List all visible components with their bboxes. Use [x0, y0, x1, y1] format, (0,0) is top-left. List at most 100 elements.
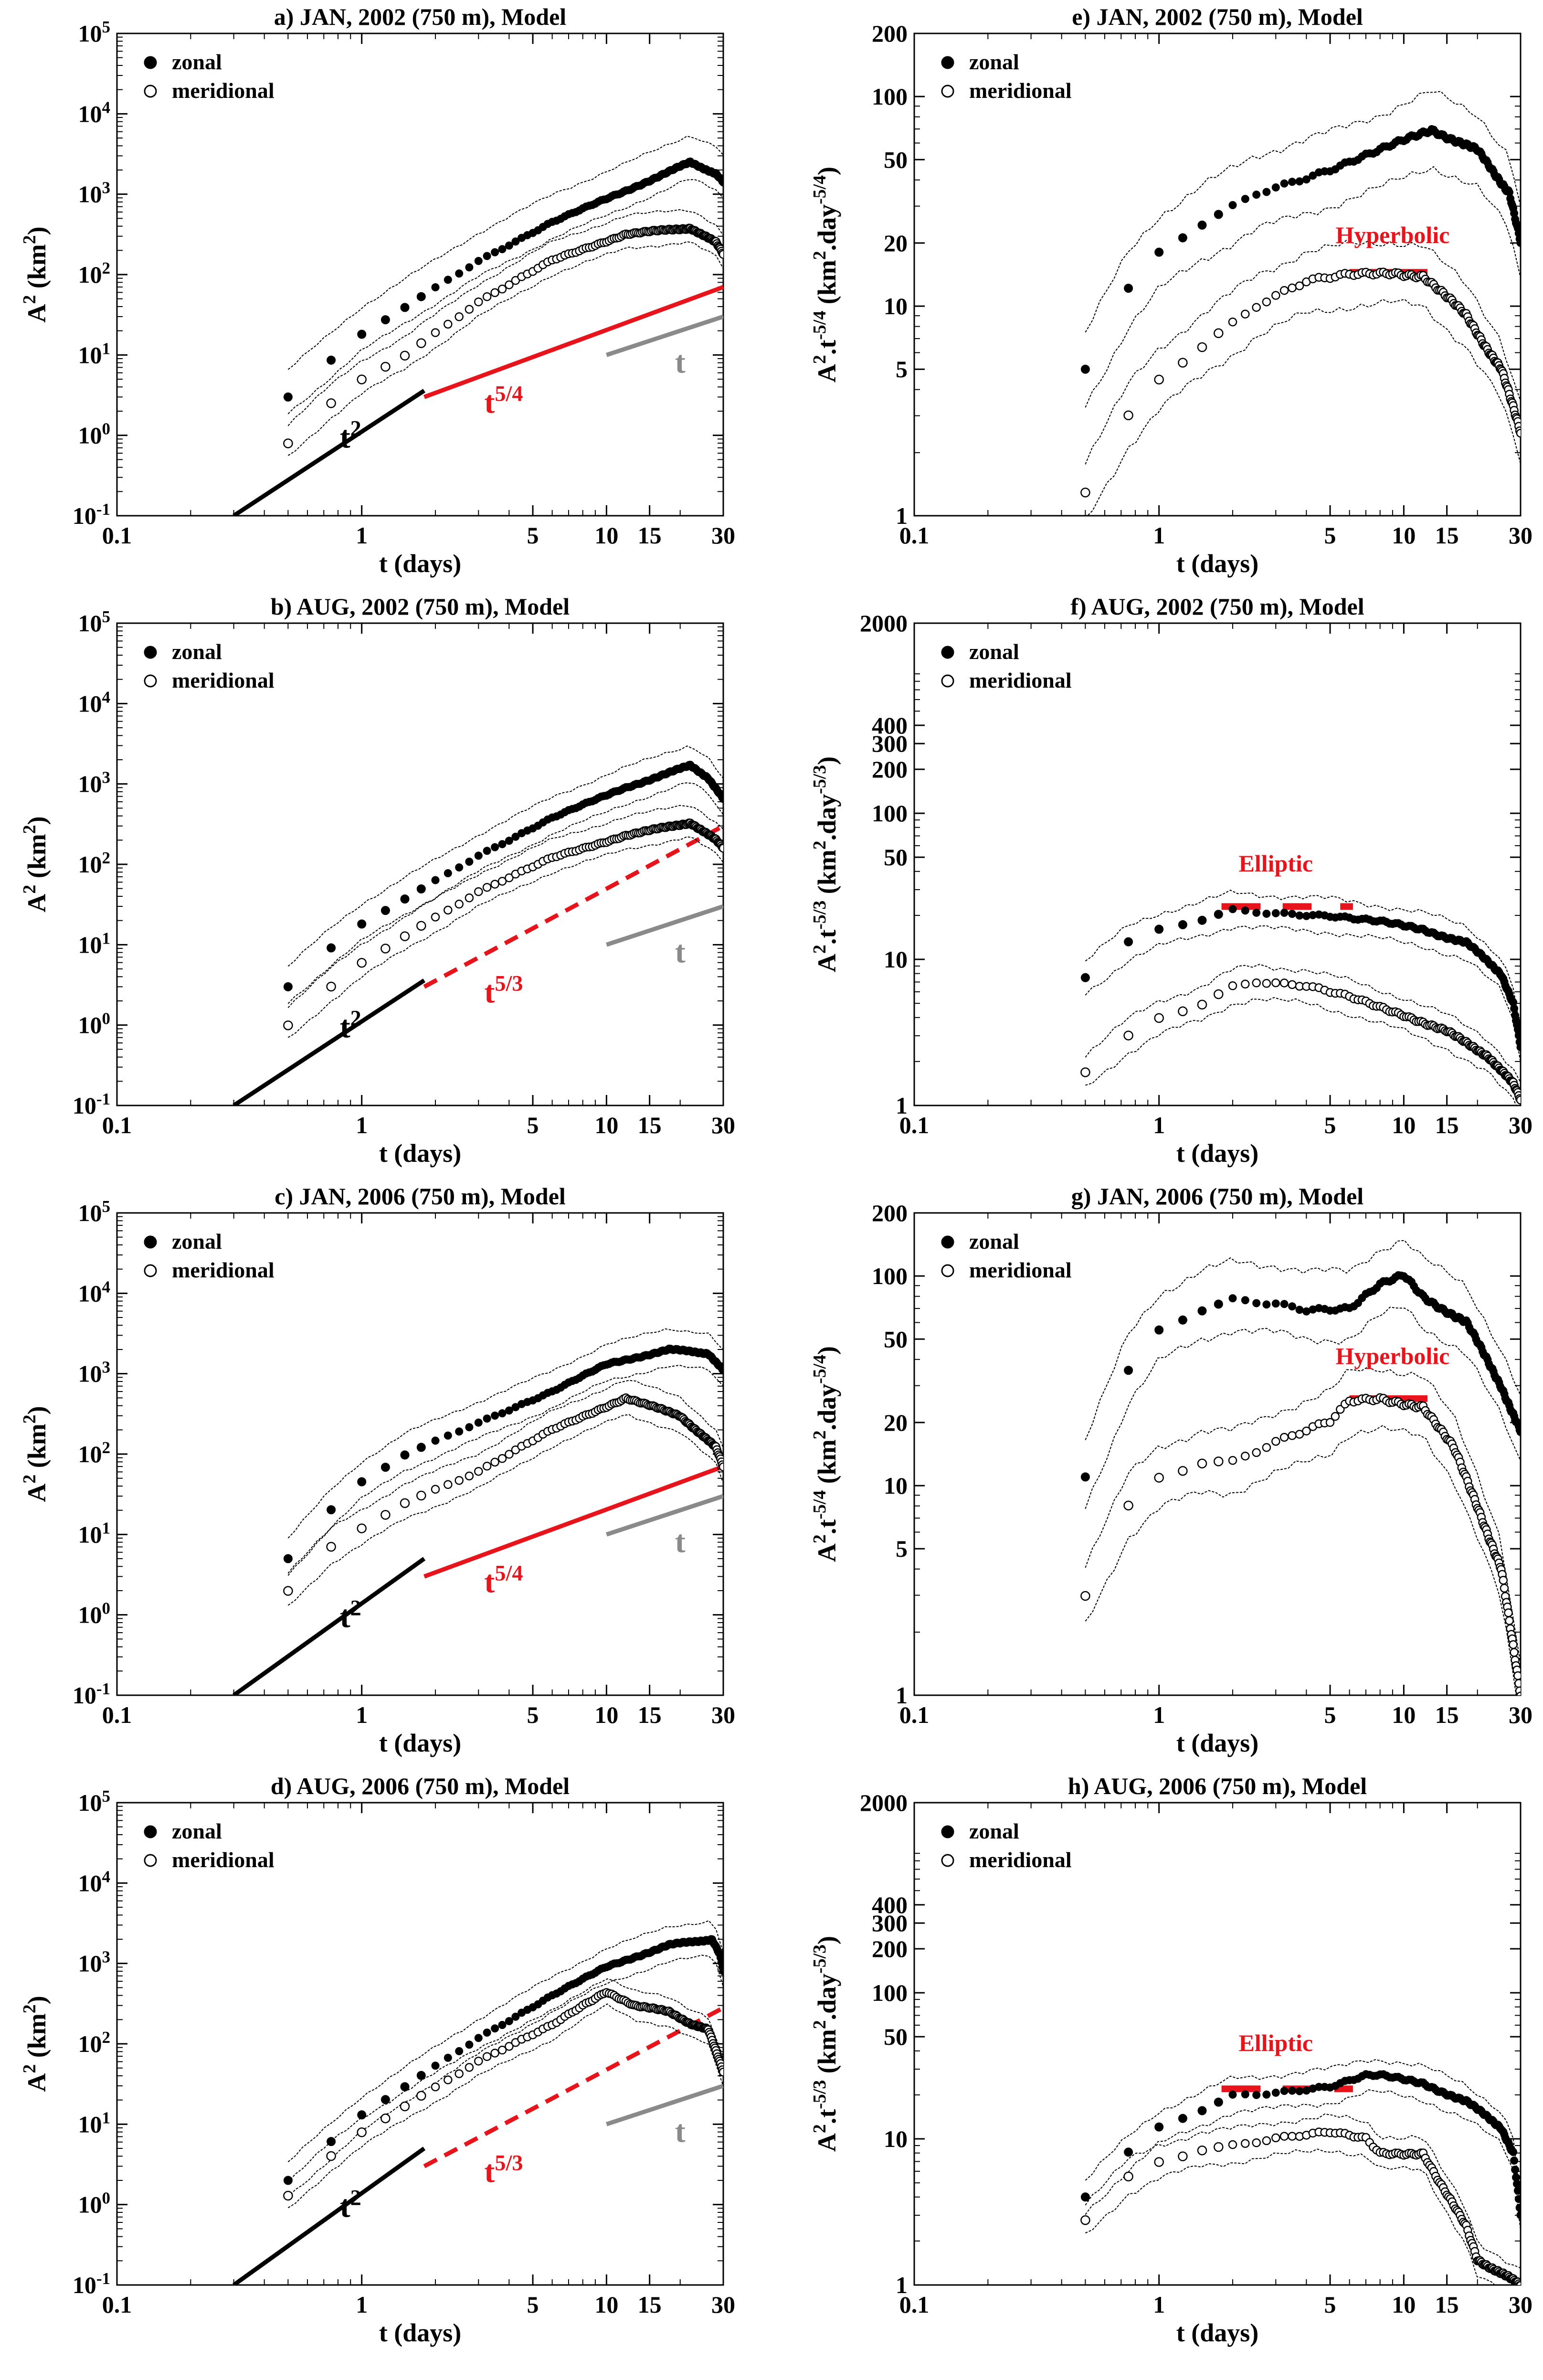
series-zonal-band	[287, 1955, 723, 2198]
x-tick-label: 1	[356, 1701, 368, 1728]
legend-label-meridional: meridional	[172, 78, 275, 103]
series-meridional-band	[287, 209, 723, 426]
data-point-zonal	[455, 269, 464, 278]
x-tick-label: 5	[527, 2291, 539, 2318]
x-tick-label: 30	[711, 522, 735, 549]
x-tick-label: 15	[1435, 2291, 1459, 2318]
data-point-zonal	[1178, 1315, 1187, 1325]
data-point-zonal	[1178, 920, 1187, 929]
data-point-meridional	[1499, 1575, 1508, 1585]
y-tick-label: 5	[896, 1535, 908, 1562]
y-tick-label: 5	[896, 356, 908, 382]
data-point-meridional	[1262, 979, 1271, 988]
panel-h-title: h) AUG, 2006 (750 m), Model	[1068, 1773, 1367, 1799]
series-zonal-band	[1085, 91, 1521, 333]
y-tick-label: 100	[872, 83, 908, 110]
data-point-zonal	[1511, 2166, 1520, 2174]
power-law-line	[232, 2146, 426, 2285]
y-tick-label: 2000	[860, 610, 908, 637]
series-meridional-band	[1087, 298, 1521, 516]
y-tick-label: 101	[78, 929, 111, 958]
y-tick-label: 100	[872, 1263, 908, 1289]
legend-marker-zonal	[941, 56, 954, 69]
data-point-zonal	[1197, 220, 1207, 230]
data-point-meridional	[1178, 2151, 1188, 2161]
data-point-meridional	[431, 2082, 440, 2092]
x-tick-label: 0.1	[102, 1112, 132, 1138]
legend-label-zonal: zonal	[969, 1819, 1019, 1843]
data-point-zonal	[474, 1418, 483, 1427]
data-point-zonal	[1154, 1325, 1164, 1335]
legend-marker-meridional	[941, 1264, 954, 1277]
data-point-zonal	[400, 894, 410, 904]
series-zonal-band	[1085, 1240, 1521, 1441]
data-point-meridional	[490, 880, 499, 889]
panel-h-xlabel: t (days)	[1176, 2318, 1259, 2347]
data-point-zonal	[498, 1409, 507, 1418]
x-tick-label: 10	[594, 1701, 618, 1728]
x-tick-label: 10	[594, 2291, 618, 2318]
data-point-meridional	[1178, 1006, 1188, 1017]
panel-d-frame	[116, 1802, 724, 2286]
panel-f-ylabel: A2.t-5/3 (km2.day-5/3)	[810, 756, 841, 972]
y-tick-label: 100	[78, 1599, 111, 1628]
y-tick-label: 102	[78, 849, 111, 878]
series-zonal	[283, 157, 723, 402]
data-point-meridional	[431, 328, 440, 337]
series-zonal-band	[287, 179, 723, 414]
series-zonal-band	[287, 1328, 723, 1539]
data-point-meridional	[1271, 2133, 1280, 2143]
data-point-zonal	[1295, 177, 1304, 186]
data-point-meridional	[1241, 979, 1250, 989]
power-law-label: t	[675, 345, 686, 380]
data-point-meridional	[1279, 1433, 1289, 1442]
y-tick-label: 103	[78, 768, 111, 797]
panel-b-ylabel: A2 (km2)	[20, 816, 51, 912]
data-point-zonal	[1271, 909, 1280, 917]
data-point-zonal	[1288, 178, 1297, 186]
data-point-meridional	[444, 2075, 453, 2084]
data-point-meridional	[1288, 2132, 1297, 2141]
series-meridional-band	[1085, 964, 1521, 1083]
series-zonal-band	[287, 135, 723, 370]
data-point-meridional	[1228, 317, 1237, 327]
data-point-zonal	[380, 1463, 390, 1472]
series-zonal	[1080, 2070, 1521, 2220]
data-point-meridional	[1509, 1640, 1518, 1649]
series-zonal	[283, 1935, 723, 2185]
data-point-zonal	[431, 876, 440, 884]
data-point-zonal	[465, 2040, 474, 2049]
data-point-zonal	[416, 2071, 426, 2080]
data-point-meridional	[465, 305, 474, 314]
data-point-meridional	[465, 1471, 474, 1481]
x-tick-label: 10	[1392, 2291, 1416, 2318]
data-point-zonal	[1228, 2090, 1237, 2099]
power-law-line	[605, 904, 723, 947]
legend-label-zonal: zonal	[969, 50, 1019, 74]
y-tick-label: 50	[884, 2023, 908, 2050]
panel-a-frame	[116, 32, 724, 517]
x-tick-label: 0.1	[102, 2291, 132, 2318]
data-point-zonal	[491, 843, 499, 851]
data-point-meridional	[490, 1457, 499, 1467]
data-point-meridional	[400, 2101, 410, 2112]
data-point-zonal	[1280, 2087, 1289, 2095]
data-point-meridional	[1279, 286, 1289, 295]
x-tick-label: 1	[356, 1112, 368, 1138]
x-tick-label: 15	[1435, 522, 1459, 549]
legend-label-meridional: meridional	[172, 1258, 275, 1282]
data-point-meridional	[1271, 1437, 1280, 1446]
data-point-meridional	[444, 905, 453, 915]
x-tick-label: 30	[1509, 1701, 1532, 1728]
data-point-meridional	[1214, 328, 1224, 339]
series-meridional	[283, 223, 723, 448]
data-point-meridional	[1516, 2281, 1521, 2285]
y-tick-label: 200	[872, 1935, 908, 1962]
data-point-meridional	[719, 844, 723, 853]
data-point-zonal	[719, 178, 723, 187]
data-point-zonal	[498, 840, 507, 849]
data-point-meridional	[357, 2127, 367, 2137]
panel-f-frame	[913, 622, 1522, 1106]
data-point-meridional	[431, 913, 440, 922]
